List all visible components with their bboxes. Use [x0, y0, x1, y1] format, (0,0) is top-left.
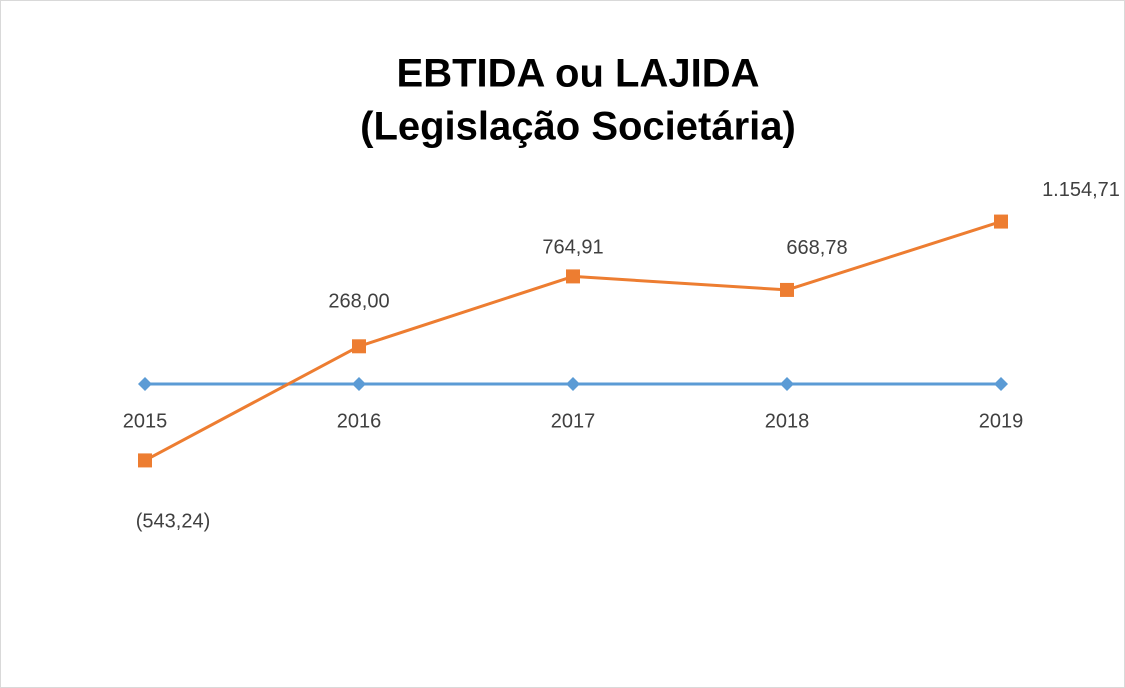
data-label: 268,00: [328, 291, 389, 313]
x-tick-label: 2016: [337, 410, 382, 432]
marker: [566, 377, 580, 391]
chart-title: (Legislação Societária): [360, 105, 796, 149]
data-label: 668,78: [786, 237, 847, 259]
data-label: 1.154,71: [1042, 179, 1120, 201]
marker: [352, 339, 366, 354]
x-tick-label: 2017: [551, 410, 596, 432]
marker: [780, 282, 794, 297]
marker: [352, 377, 366, 391]
data-label: 764,91: [542, 237, 603, 259]
marker: [994, 214, 1008, 229]
x-tick-label: 2018: [765, 410, 810, 432]
marker: [780, 377, 794, 391]
x-tick-label: 2019: [979, 410, 1024, 432]
data-label: (543,24): [136, 511, 211, 533]
chart-title: EBTIDA ou LAJIDA: [397, 52, 760, 96]
marker: [994, 377, 1008, 391]
marker: [138, 453, 152, 468]
x-tick-label: 2015: [123, 410, 168, 432]
marker: [566, 269, 580, 284]
marker: [138, 377, 152, 391]
